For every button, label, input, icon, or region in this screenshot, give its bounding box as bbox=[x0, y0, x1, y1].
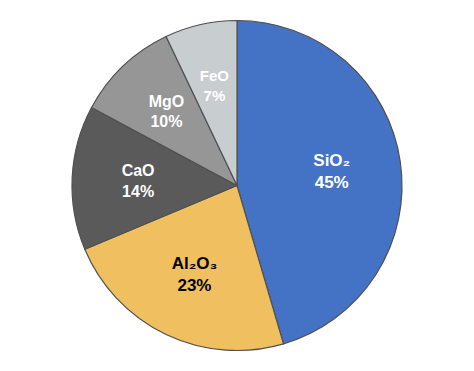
svg-text:23%: 23% bbox=[177, 276, 211, 295]
svg-text:CaO: CaO bbox=[122, 162, 155, 179]
svg-text:14%: 14% bbox=[122, 183, 154, 200]
svg-text:Al₂O₃: Al₂O₃ bbox=[172, 254, 218, 273]
svg-text:10%: 10% bbox=[150, 113, 182, 130]
svg-text:7%: 7% bbox=[204, 87, 226, 104]
svg-text:45%: 45% bbox=[315, 173, 349, 192]
svg-text:FeO: FeO bbox=[200, 67, 230, 84]
svg-text:SiO₂: SiO₂ bbox=[313, 151, 350, 170]
svg-text:MgO: MgO bbox=[149, 93, 185, 110]
